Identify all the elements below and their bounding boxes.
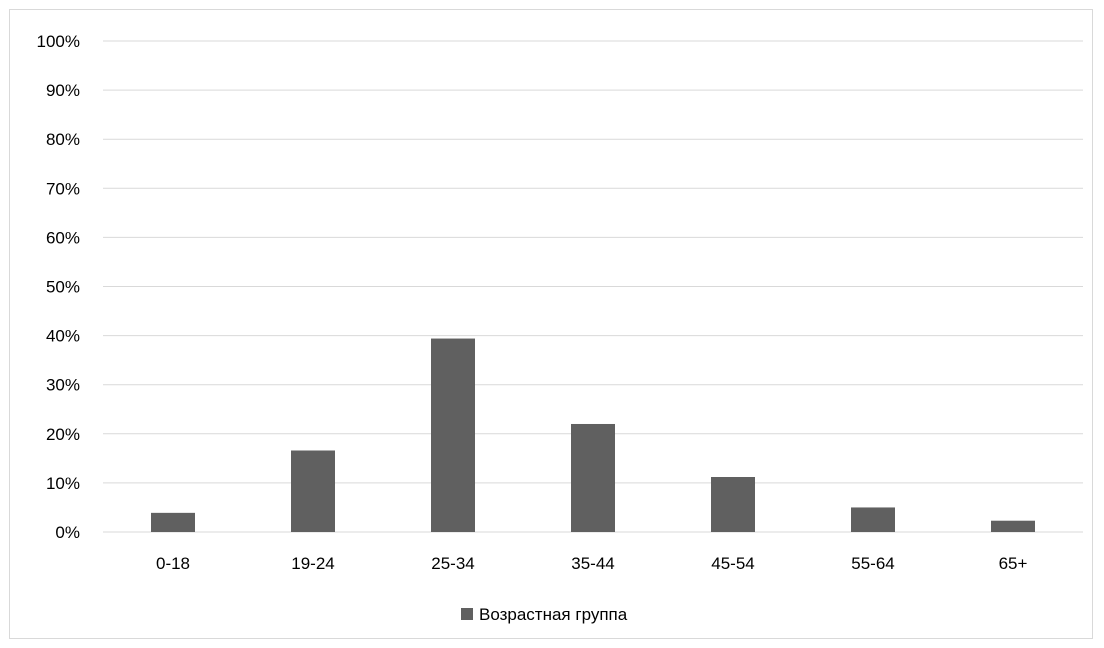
y-tick-label: 60%: [46, 228, 80, 247]
x-tick-label: 19-24: [291, 554, 334, 573]
legend-label: Возрастная группа: [479, 605, 628, 624]
bar-55-64: [851, 507, 895, 532]
y-tick-label: 40%: [46, 327, 80, 346]
bar-19-24: [291, 450, 335, 532]
y-tick-label: 100%: [37, 32, 80, 51]
x-tick-label: 35-44: [571, 554, 614, 573]
y-axis-tick-labels: 0% 10% 20% 30% 40% 50% 60% 70% 80% 90% 100%: [37, 32, 80, 542]
x-tick-label: 45-54: [711, 554, 754, 573]
x-tick-label: 0-18: [156, 554, 190, 573]
bar-45-54: [711, 477, 755, 532]
x-tick-label: 65+: [999, 554, 1028, 573]
bar-35-44: [571, 423, 615, 532]
y-tick-label: 0%: [55, 523, 80, 542]
y-tick-label: 20%: [46, 425, 80, 444]
y-tick-label: 70%: [46, 179, 80, 198]
x-tick-label: 25-34: [431, 554, 474, 573]
y-tick-label: 80%: [46, 130, 80, 149]
chart-frame: 0% 10% 20% 30% 40% 50% 60% 70% 80% 90% 100% 0-18 19…: [9, 9, 1093, 639]
legend: Возрастная группа: [461, 605, 628, 624]
y-tick-label: 30%: [46, 376, 80, 395]
x-axis-tick-labels: 0-18 19-24 25-34 35-44 45-54 55-64 65+: [156, 554, 1028, 573]
y-tick-label: 50%: [46, 278, 80, 297]
bar-25-34: [431, 338, 475, 532]
y-tick-label: 90%: [46, 81, 80, 100]
bars: [151, 338, 1035, 532]
x-tick-label: 55-64: [851, 554, 894, 573]
y-tick-label: 10%: [46, 474, 80, 493]
bar-65+: [991, 520, 1035, 532]
bar-chart: 0% 10% 20% 30% 40% 50% 60% 70% 80% 90% 100% 0-18 19…: [37, 32, 1083, 624]
bar-0-18: [151, 512, 195, 532]
gridlines: [103, 40, 1083, 533]
legend-swatch: [461, 608, 473, 620]
